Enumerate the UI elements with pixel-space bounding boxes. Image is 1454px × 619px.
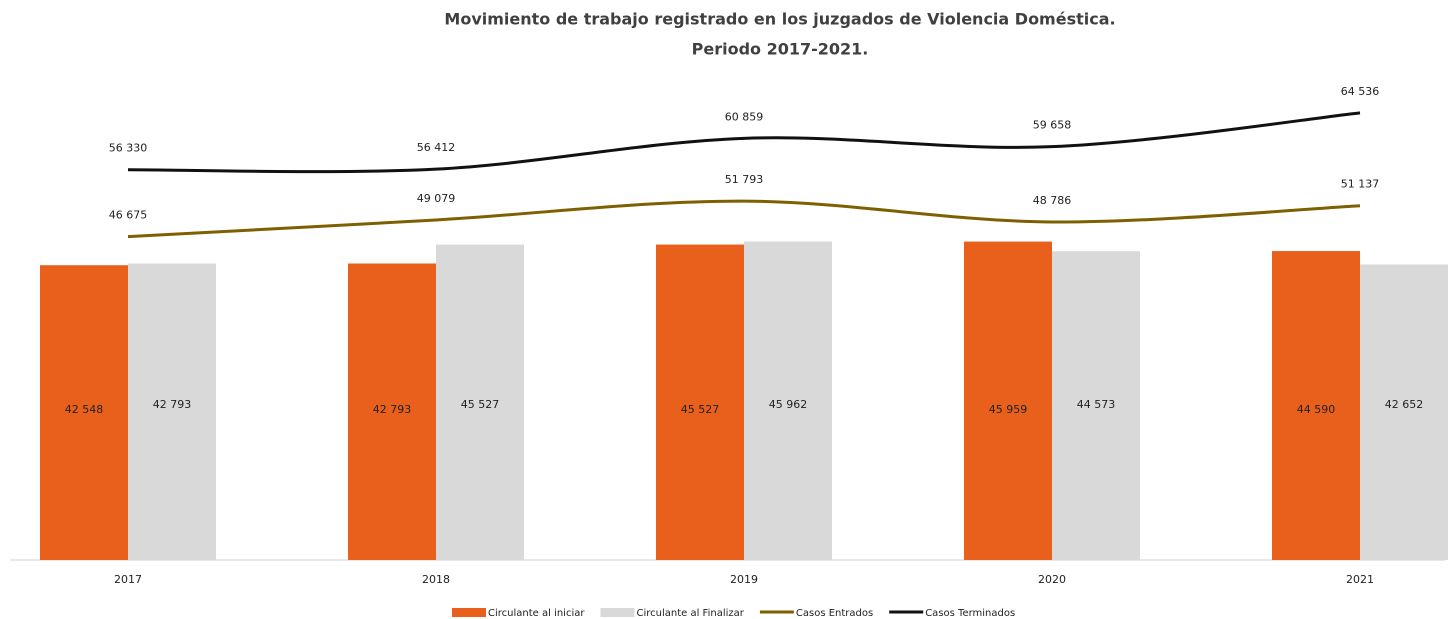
legend-label: Casos Terminados	[925, 608, 1015, 619]
x-tick-label: 2021	[1346, 573, 1374, 586]
legend-swatch	[452, 608, 486, 617]
bar-label: 42 548	[65, 403, 104, 416]
legend-swatch	[600, 608, 635, 617]
bar	[436, 244, 524, 560]
legend-label: Circulante al iniciar	[488, 608, 585, 619]
bar-label: 45 962	[769, 398, 808, 411]
line-label: 46 675	[109, 209, 148, 222]
bar-label: 45 959	[989, 403, 1028, 416]
line-label: 56 412	[417, 141, 456, 154]
bar	[128, 263, 216, 560]
line	[127, 199, 1361, 239]
x-tick-label: 2018	[422, 573, 450, 586]
line-label: 59 658	[1033, 119, 1072, 132]
bar-label: 42 793	[373, 403, 412, 416]
line-label: 48 786	[1033, 194, 1072, 207]
bar	[1360, 264, 1448, 560]
x-tick-label: 2019	[730, 573, 758, 586]
bar	[964, 241, 1052, 561]
bar-label: 44 573	[1077, 398, 1116, 411]
line-label: 49 079	[417, 192, 456, 205]
bar	[1272, 251, 1360, 560]
bar-label: 44 590	[1297, 403, 1336, 416]
bar	[1052, 251, 1140, 560]
x-tick-label: 2020	[1038, 573, 1066, 586]
legend-label: Casos Entrados	[796, 608, 873, 619]
bar-label: 45 527	[681, 403, 720, 416]
legend-label: Circulante al Finalizar	[636, 608, 744, 619]
line-label: 60 859	[725, 110, 764, 123]
line-label: 51 793	[725, 173, 764, 186]
line	[127, 111, 1361, 174]
bar	[744, 241, 832, 560]
bar	[656, 244, 744, 560]
line-label: 64 536	[1341, 85, 1380, 98]
bar	[40, 265, 128, 560]
chart-title: Movimiento de trabajo registrado en los …	[444, 10, 1115, 29]
bar-label: 42 793	[153, 398, 192, 411]
bar-label: 45 527	[461, 398, 500, 411]
bar	[348, 263, 436, 560]
x-tick-label: 2017	[114, 573, 142, 586]
chart-subtitle: Periodo 2017-2021.	[692, 40, 869, 59]
line-label: 56 330	[109, 142, 148, 155]
line-label: 51 137	[1341, 178, 1380, 191]
bar-label: 42 652	[1385, 398, 1424, 411]
